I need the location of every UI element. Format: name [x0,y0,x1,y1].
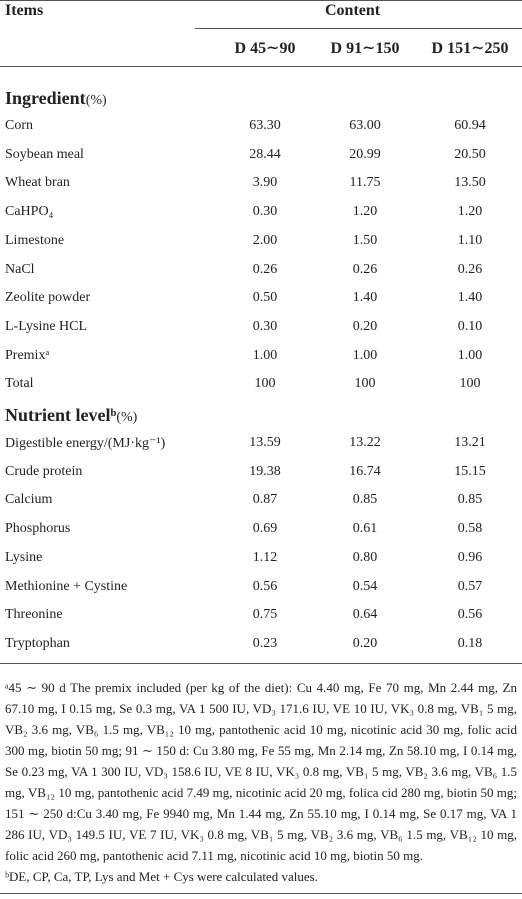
cell-value: 19.38 [249,463,281,479]
row-label: Soybean meal [5,146,84,162]
cell-value: 63.30 [249,118,281,133]
cell-value: 13.22 [349,435,381,450]
cell-value: 15.15 [454,463,486,479]
cell-value: 1.40 [457,290,483,306]
footnote: ᵃ45 ∼ 90 d The premix included (per kg o… [5,680,517,863]
section-unit: (%) [116,410,138,425]
cell-value: 20.99 [349,146,381,162]
cell-value: 1.20 [457,204,483,220]
cell-value: 28.44 [249,146,281,162]
section-title: Ingredient(%) [5,88,107,109]
cell-value: 0.85 [457,492,483,508]
row-label: Tryptophan [5,635,70,651]
cell-value: 1.12 [252,549,278,565]
section-title: Nutrient levelᵇ(%) [5,405,137,426]
cell-value: 16.74 [349,463,381,479]
cell-value: 100 [354,376,376,392]
content-rule [195,28,522,29]
row-label: Calcium [5,492,53,508]
cell-value: 0.61 [352,521,378,537]
cell-value: 13.59 [249,435,281,450]
cell-value: 20.50 [454,146,486,162]
row-label: Zeolite powder [5,290,91,306]
section-name: Ingredient [5,88,86,108]
cell-value: 0.56 [457,607,483,623]
table-bottom-rule [0,663,522,664]
cell-value: 0.64 [352,607,378,623]
cell-value: 0.30 [252,318,278,334]
cell-value: 0.75 [252,607,278,623]
cell-value: 0.20 [352,635,378,651]
header-rule [0,66,522,67]
cell-value: 13.21 [454,435,486,450]
top-rule [0,0,522,1]
row-label: Wheat bran [5,175,70,191]
bottom-rule [0,893,522,894]
row-label: Corn [5,118,33,133]
row-label: L-Lysine HCL [5,318,88,334]
column-header: D 91∼150 [330,40,400,57]
footnote: ᵇDE, CP, Ca, TP, Lys and Met + Cys were … [5,869,318,884]
cell-value: 0.30 [252,204,278,220]
cell-value: 0.54 [352,578,378,594]
cell-value: 0.18 [457,635,483,651]
cell-value: 0.96 [457,549,483,565]
cell-value: 0.26 [352,261,378,277]
cell-value: 11.75 [349,175,381,191]
row-label: Limestone [5,232,65,248]
cell-value: 0.26 [457,261,483,277]
column-header: D 151∼250 [431,40,509,57]
cell-value: 1.00 [352,347,378,363]
column-header: D 45∼90 [234,40,296,57]
cell-value: 1.10 [457,232,483,248]
cell-value: 1.00 [457,347,483,363]
cell-value: 60.94 [454,118,486,133]
items-header: Items [5,2,44,19]
cell-value: 0.57 [457,578,483,594]
content-header: Content [325,2,381,19]
cell-value: 1.20 [352,204,378,220]
row-label: NaCl [5,261,35,277]
cell-value: 0.26 [252,261,278,277]
cell-value: 1.40 [352,290,378,306]
cell-value: 13.50 [454,175,486,191]
row-label: Premixᵃ [5,347,50,363]
row-label: Methionine + Cystine [5,578,128,594]
cell-value: 100 [254,376,276,392]
cell-value: 0.50 [252,290,278,306]
cell-value: 0.87 [252,492,278,508]
cell-value: 0.58 [457,521,483,537]
row-label: Digestible energy/(MJ·kg⁻¹) [5,436,166,451]
cell-value: 1.00 [252,347,278,363]
cell-value: 0.85 [352,492,378,508]
row-label: Lysine [5,549,43,565]
cell-value: 1.50 [352,232,378,248]
cell-value: 0.56 [252,578,278,594]
cell-value: 0.69 [252,521,278,537]
cell-value: 3.90 [252,175,278,191]
cell-value: 0.80 [352,549,378,565]
cell-value: 63.00 [349,118,381,133]
section-name: Nutrient levelᵇ [5,405,117,425]
cell-value: 0.10 [457,318,483,334]
cell-value: 0.20 [352,318,378,334]
row-label: Phosphorus [5,521,71,537]
row-label: Total [5,376,34,392]
cell-value: 2.00 [252,232,278,248]
row-label: Threonine [5,607,63,623]
row-label: CaHPO₄ [5,204,54,220]
row-label: Crude protein [5,463,83,479]
cell-value: 0.23 [252,635,278,651]
cell-value: 100 [459,376,481,392]
section-unit: (%) [85,93,107,108]
